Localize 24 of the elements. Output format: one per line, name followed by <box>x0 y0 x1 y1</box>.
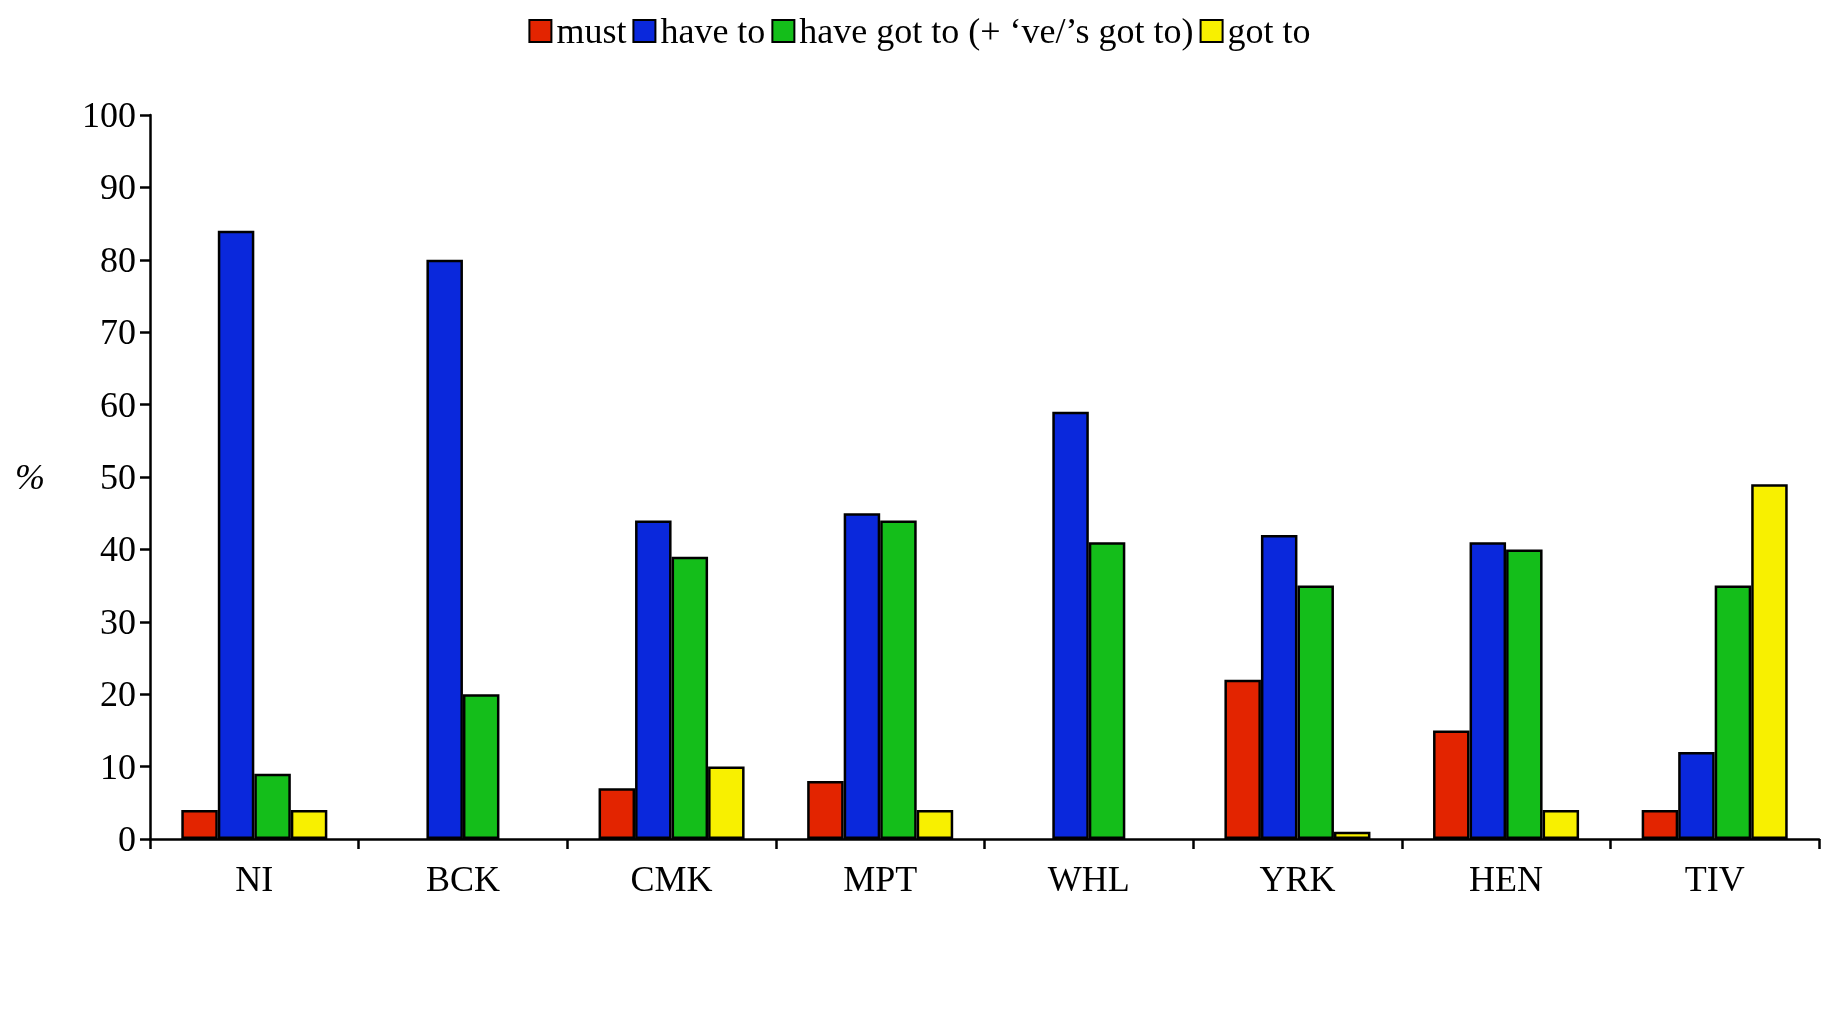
y-axis-title: % <box>15 457 45 497</box>
x-tick-label: WHL <box>1047 859 1130 899</box>
x-tick-label: MPT <box>843 859 918 899</box>
x-tick-label: TIV <box>1684 859 1745 899</box>
y-tick-label: 30 <box>100 601 136 642</box>
y-tick-label: 70 <box>100 312 136 353</box>
y-tick-label: 100 <box>82 95 136 135</box>
y-tick-label: 40 <box>100 529 136 570</box>
x-tick-label: HEN <box>1469 859 1544 899</box>
legend-label: have to <box>660 11 766 51</box>
x-tick-label: BCK <box>425 859 500 899</box>
legend-label: must <box>556 11 627 51</box>
x-tick-label: YRK <box>1259 859 1336 899</box>
y-tick-label: 20 <box>100 674 136 715</box>
y-tick-label: 80 <box>100 239 136 280</box>
legend-label: have got to (+ ‘ve/’s got to) <box>799 11 1194 51</box>
y-tick-label: 90 <box>100 167 136 208</box>
y-tick-label: 50 <box>100 457 136 497</box>
y-tick-label: 0 <box>118 819 136 859</box>
y-tick-label: 60 <box>100 384 136 425</box>
y-tick-label: 10 <box>100 746 136 787</box>
x-tick-label: NI <box>235 859 274 899</box>
legend-label: got to <box>1227 11 1311 51</box>
x-tick-label: CMK <box>630 859 713 899</box>
